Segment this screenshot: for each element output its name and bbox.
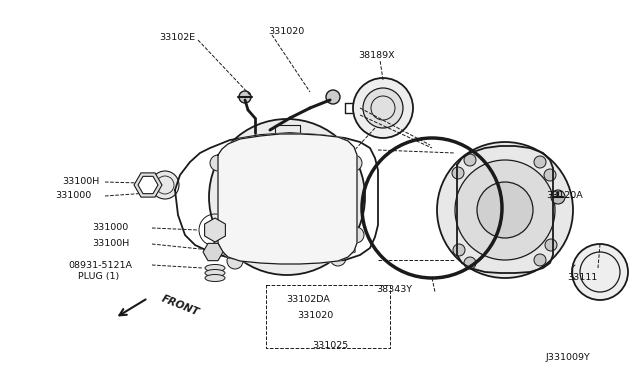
Text: 33111: 33111 bbox=[567, 273, 597, 282]
Text: 331000: 331000 bbox=[92, 224, 128, 232]
Text: 38343Y: 38343Y bbox=[376, 285, 412, 295]
Ellipse shape bbox=[205, 269, 225, 276]
Text: FRONT: FRONT bbox=[160, 294, 200, 318]
Circle shape bbox=[477, 182, 533, 238]
Text: PLUG (1): PLUG (1) bbox=[78, 273, 119, 282]
Circle shape bbox=[348, 227, 364, 243]
Polygon shape bbox=[175, 133, 378, 263]
Circle shape bbox=[327, 142, 343, 158]
Circle shape bbox=[227, 253, 243, 269]
Polygon shape bbox=[138, 176, 158, 194]
Circle shape bbox=[455, 160, 555, 260]
Circle shape bbox=[464, 257, 476, 269]
Circle shape bbox=[551, 190, 565, 204]
Text: 331020: 331020 bbox=[268, 28, 304, 36]
Circle shape bbox=[544, 169, 556, 181]
Polygon shape bbox=[205, 218, 225, 242]
Circle shape bbox=[464, 154, 476, 166]
Circle shape bbox=[326, 90, 340, 104]
Text: 331025: 331025 bbox=[312, 341, 348, 350]
Polygon shape bbox=[203, 243, 223, 261]
Polygon shape bbox=[218, 134, 357, 264]
Circle shape bbox=[239, 91, 251, 103]
Text: 33102E: 33102E bbox=[159, 33, 195, 42]
Circle shape bbox=[437, 142, 573, 278]
Circle shape bbox=[212, 240, 228, 256]
Circle shape bbox=[363, 88, 403, 128]
Text: 33100H: 33100H bbox=[92, 240, 129, 248]
Text: 331000: 331000 bbox=[55, 192, 92, 201]
Polygon shape bbox=[457, 146, 553, 273]
Text: 38189X: 38189X bbox=[358, 51, 395, 61]
Text: 33120A: 33120A bbox=[546, 190, 583, 199]
Circle shape bbox=[210, 155, 226, 171]
Circle shape bbox=[346, 155, 362, 171]
Text: 33102DA: 33102DA bbox=[286, 295, 330, 305]
Text: 33100H: 33100H bbox=[62, 177, 99, 186]
Circle shape bbox=[572, 244, 628, 300]
Circle shape bbox=[545, 239, 557, 251]
Circle shape bbox=[353, 78, 413, 138]
Circle shape bbox=[227, 144, 243, 160]
Circle shape bbox=[534, 156, 546, 168]
Circle shape bbox=[151, 171, 179, 199]
Circle shape bbox=[534, 254, 546, 266]
Text: J331009Y: J331009Y bbox=[545, 353, 590, 362]
Text: 331020: 331020 bbox=[297, 311, 333, 321]
Ellipse shape bbox=[205, 275, 225, 282]
Circle shape bbox=[330, 250, 346, 266]
Polygon shape bbox=[134, 173, 162, 197]
Circle shape bbox=[453, 244, 465, 256]
Circle shape bbox=[452, 167, 464, 179]
Text: 08931-5121A: 08931-5121A bbox=[68, 260, 132, 269]
Circle shape bbox=[259, 169, 315, 225]
Ellipse shape bbox=[205, 264, 225, 272]
Circle shape bbox=[209, 119, 365, 275]
